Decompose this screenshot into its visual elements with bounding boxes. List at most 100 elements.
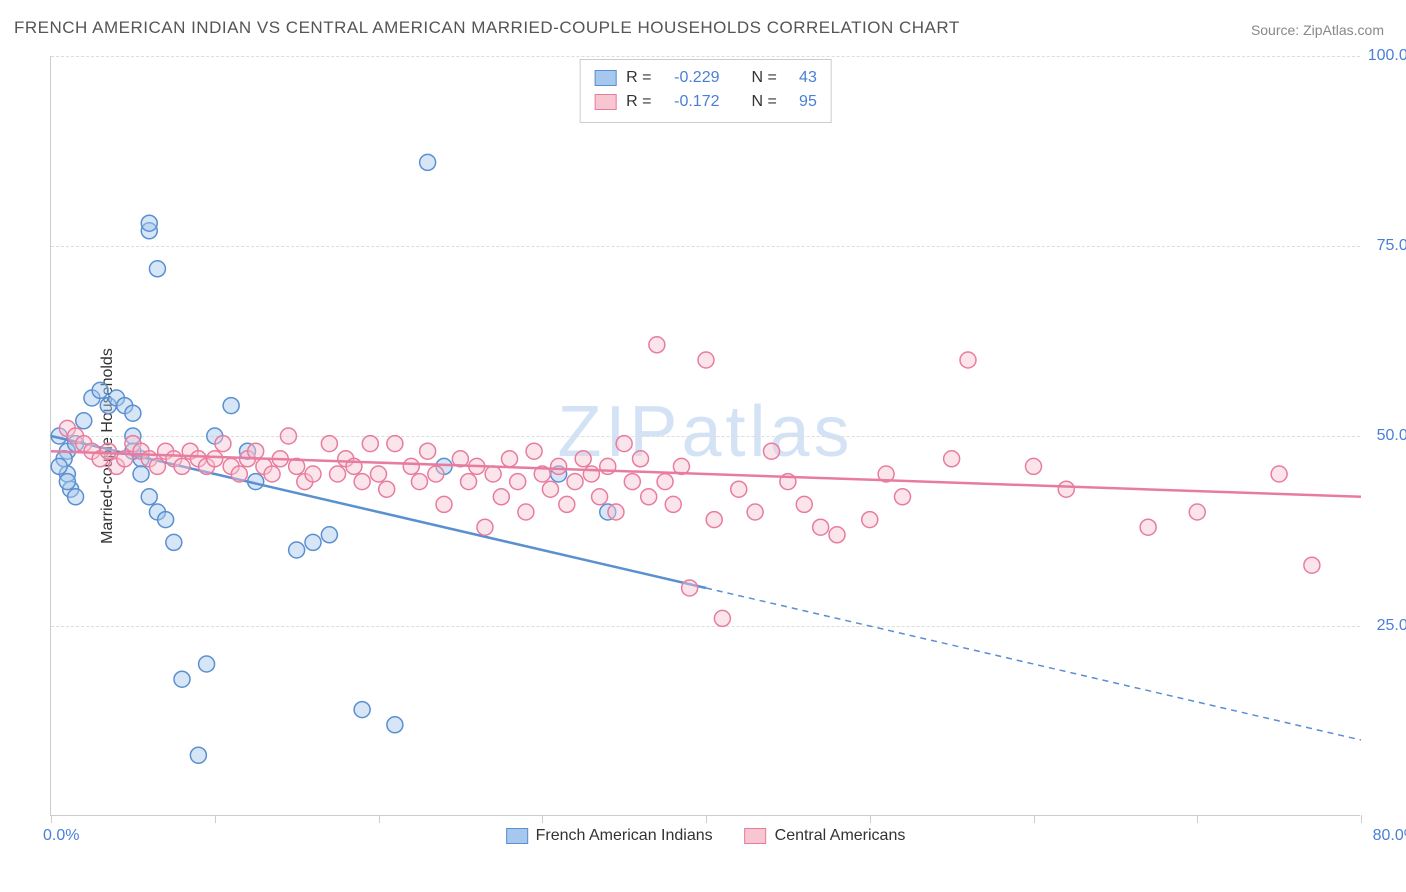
data-point-ca xyxy=(649,337,665,353)
scatter-svg xyxy=(51,56,1360,815)
data-point-ca xyxy=(714,610,730,626)
regression-line-dashed-fai xyxy=(706,588,1361,740)
data-point-ca xyxy=(542,481,558,497)
data-point-ca xyxy=(813,519,829,535)
data-point-ca xyxy=(747,504,763,520)
data-point-ca xyxy=(616,436,632,452)
y-tick-label: 75.0% xyxy=(1377,237,1406,255)
x-tick xyxy=(706,815,707,823)
y-tick-label: 100.0% xyxy=(1368,47,1406,65)
data-point-ca xyxy=(305,466,321,482)
data-point-ca xyxy=(321,436,337,452)
stats-box: R =-0.229N =43R = -0.172 N = 95 xyxy=(579,59,832,123)
data-point-ca xyxy=(559,496,575,512)
data-point-ca xyxy=(682,580,698,596)
data-point-ca xyxy=(379,481,395,497)
data-point-ca xyxy=(608,504,624,520)
x-tick xyxy=(215,815,216,823)
data-point-fai xyxy=(387,717,403,733)
data-point-ca xyxy=(403,458,419,474)
data-point-ca xyxy=(665,496,681,512)
data-point-fai xyxy=(190,747,206,763)
data-point-fai xyxy=(68,489,84,505)
plot-area: ZIPatlas 25.0%50.0%75.0%100.0% R =-0.229… xyxy=(50,56,1360,816)
data-point-ca xyxy=(706,512,722,528)
data-point-ca xyxy=(657,474,673,490)
data-point-ca xyxy=(387,436,403,452)
data-point-ca xyxy=(510,474,526,490)
data-point-ca xyxy=(1189,504,1205,520)
data-point-fai xyxy=(354,702,370,718)
stat-r115-label: R = xyxy=(626,66,651,90)
x-tick xyxy=(1361,815,1362,823)
data-point-ca xyxy=(280,428,296,444)
data-point-fai xyxy=(289,542,305,558)
x-tick xyxy=(1034,815,1035,823)
data-point-fai xyxy=(305,534,321,550)
data-point-fai xyxy=(133,466,149,482)
stat-n-label: N = xyxy=(752,90,777,114)
data-point-ca xyxy=(764,443,780,459)
data-point-fai xyxy=(141,215,157,231)
legend: French American Indians Central Americans xyxy=(506,827,906,845)
data-point-ca xyxy=(354,474,370,490)
data-point-ca xyxy=(493,489,509,505)
data-point-ca xyxy=(960,352,976,368)
data-point-ca xyxy=(641,489,657,505)
data-point-ca xyxy=(862,512,878,528)
data-point-ca xyxy=(583,466,599,482)
data-point-ca xyxy=(411,474,427,490)
stat-r115-label: R = xyxy=(626,90,651,114)
data-point-ca xyxy=(518,504,534,520)
legend-swatch xyxy=(594,94,616,110)
data-point-ca xyxy=(485,466,501,482)
stat-n-value: 95 xyxy=(787,90,817,114)
legend-item-ca: Central Americans xyxy=(745,827,906,845)
data-point-ca xyxy=(551,458,567,474)
data-point-ca xyxy=(149,458,165,474)
data-point-ca xyxy=(575,451,591,467)
data-point-ca xyxy=(264,466,280,482)
data-point-ca xyxy=(231,466,247,482)
data-point-ca xyxy=(248,443,264,459)
data-point-ca xyxy=(215,436,231,452)
data-point-ca xyxy=(1304,557,1320,573)
data-point-fai xyxy=(92,382,108,398)
data-point-fai xyxy=(125,405,141,421)
legend-swatch xyxy=(594,70,616,86)
stat-n-label: N = xyxy=(752,66,777,90)
data-point-ca xyxy=(1140,519,1156,535)
data-point-ca xyxy=(1058,481,1074,497)
data-point-ca xyxy=(362,436,378,452)
legend-item-fai: French American Indians xyxy=(506,827,713,845)
legend-swatch xyxy=(506,828,528,844)
x-tick xyxy=(542,815,543,823)
x-tick xyxy=(51,815,52,823)
data-point-ca xyxy=(1271,466,1287,482)
data-point-ca xyxy=(436,496,452,512)
data-point-ca xyxy=(624,474,640,490)
data-point-ca xyxy=(477,519,493,535)
data-point-ca xyxy=(567,474,583,490)
data-point-fai xyxy=(141,489,157,505)
data-point-fai xyxy=(149,261,165,277)
legend-label: Central Americans xyxy=(775,827,906,845)
stat-r115-value: -0.172 xyxy=(662,90,720,114)
data-point-fai xyxy=(199,656,215,672)
legend-swatch xyxy=(745,828,767,844)
data-point-fai xyxy=(76,413,92,429)
x-tick xyxy=(870,815,871,823)
data-point-ca xyxy=(633,451,649,467)
data-point-ca xyxy=(698,352,714,368)
data-point-fai xyxy=(223,398,239,414)
stats-row-fai: R =-0.229N =43 xyxy=(594,66,817,90)
x-tick-label-max: 80.0% xyxy=(1373,827,1406,845)
data-point-ca xyxy=(829,527,845,543)
data-point-fai xyxy=(420,154,436,170)
data-point-fai xyxy=(51,458,67,474)
data-point-fai xyxy=(59,474,75,490)
source-label: Source: ZipAtlas.com xyxy=(1251,22,1384,38)
data-point-fai xyxy=(321,527,337,543)
data-point-ca xyxy=(502,451,518,467)
data-point-fai xyxy=(166,534,182,550)
